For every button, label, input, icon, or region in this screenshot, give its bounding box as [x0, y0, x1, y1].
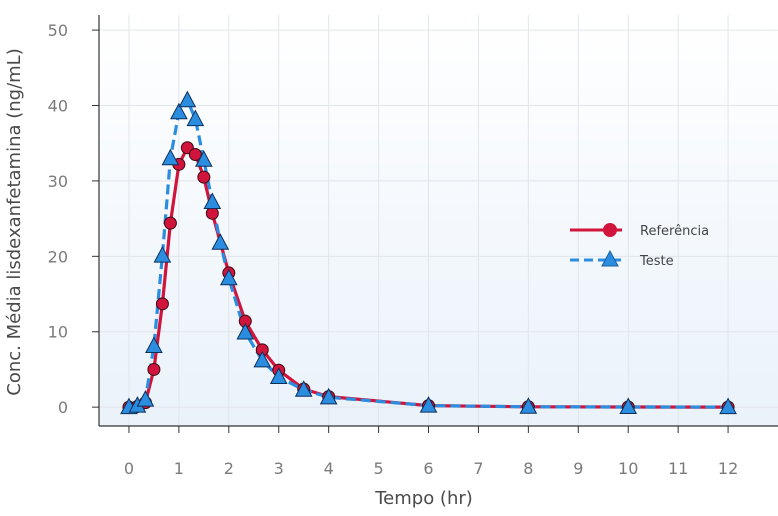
- data-point-teste: [170, 102, 188, 120]
- legend-item-teste: Teste: [570, 249, 674, 269]
- legend-label-referencia: Referência: [640, 224, 709, 239]
- data-point-referencia: [197, 170, 211, 184]
- x-tick-label: 10: [618, 459, 638, 478]
- y-tick-label: 30: [48, 172, 68, 191]
- y-tick-label: 10: [48, 323, 68, 342]
- data-point-teste: [136, 390, 155, 407]
- data-point-teste: [236, 322, 255, 340]
- data-point-teste: [419, 396, 438, 413]
- x-tick-label: 4: [324, 459, 334, 478]
- data-point-teste: [178, 90, 197, 108]
- data-point-teste: [619, 397, 638, 414]
- legend-item-referencia: Referência: [570, 223, 709, 239]
- data-point-referencia: [147, 362, 161, 376]
- x-tick-label: 12: [718, 459, 738, 478]
- data-point-teste: [219, 268, 238, 286]
- y-tick-label: 50: [48, 21, 68, 40]
- x-tick-label: 9: [573, 459, 583, 478]
- data-point-teste: [195, 150, 213, 167]
- data-point-teste: [269, 367, 288, 384]
- y-tick-label: 0: [58, 398, 68, 417]
- plot-background: [99, 15, 778, 426]
- data-point-teste: [719, 397, 737, 415]
- data-point-teste: [294, 380, 313, 397]
- data-point-referencia: [188, 148, 202, 162]
- x-tick-label: 6: [423, 459, 433, 478]
- data-point-teste: [153, 246, 172, 263]
- x-tick-label: 0: [124, 459, 134, 478]
- x-tick-label: 8: [523, 459, 533, 478]
- data-point-referencia: [163, 216, 177, 230]
- data-point-teste: [161, 148, 180, 166]
- series-line-teste: [128, 98, 729, 409]
- legend-label-teste: Teste: [639, 254, 674, 269]
- data-point-teste: [319, 387, 338, 405]
- data-point-teste: [186, 109, 205, 127]
- x-tick-label: 3: [274, 459, 284, 478]
- data-point-teste: [203, 192, 222, 210]
- x-tick-label: 5: [373, 459, 383, 478]
- x-tick-label: 11: [668, 459, 688, 478]
- legend-swatch-marker-teste: [601, 249, 619, 267]
- x-tick-label: 2: [224, 459, 234, 478]
- x-tick-label: 1: [174, 459, 184, 478]
- legend-swatch-marker-referencia: [603, 223, 617, 237]
- x-axis-title: Tempo (hr): [374, 488, 473, 509]
- data-point-teste: [145, 336, 163, 354]
- series-markers: [120, 90, 737, 415]
- data-point-teste: [253, 350, 272, 368]
- legend: Referência Teste: [570, 223, 709, 269]
- data-point-teste: [211, 233, 230, 250]
- y-tick-label: 40: [48, 96, 68, 115]
- y-axis-title: Conc. Média lisdexanfetamina (ng/mL): [4, 48, 25, 395]
- data-point-referencia: [205, 206, 219, 220]
- y-tick-label: 20: [48, 247, 68, 266]
- data-point-teste: [519, 397, 538, 414]
- x-tick-label: 7: [473, 459, 483, 478]
- data-point-referencia: [155, 297, 169, 311]
